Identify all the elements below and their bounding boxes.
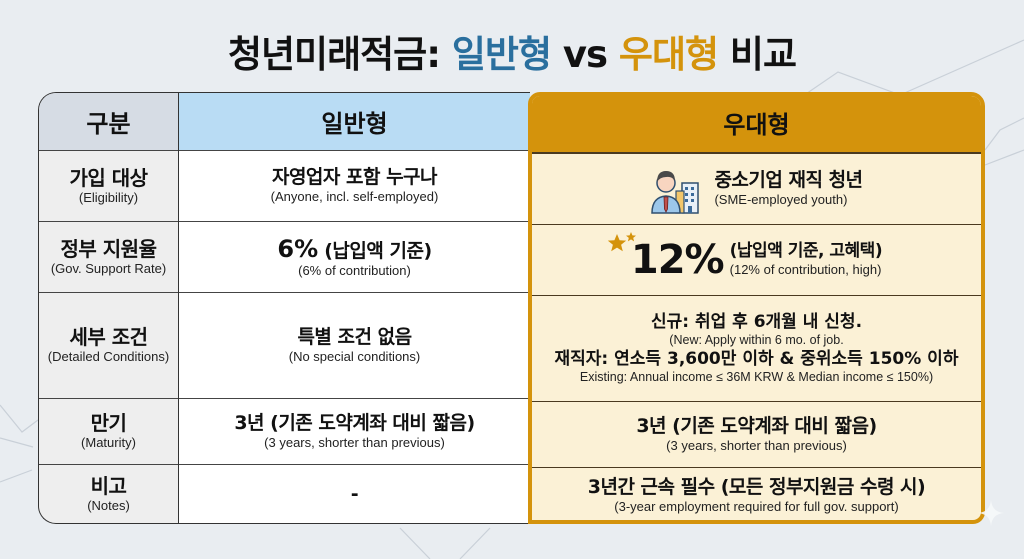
general-support-rate: 6% (납입액 기준) (6% of contribution) bbox=[179, 222, 530, 293]
general-value: 자영업자 포함 누구나 bbox=[271, 166, 438, 189]
category-notes: 비고 (Notes) bbox=[39, 465, 178, 523]
category-column: 구분 가입 대상 (Eligibility) 정부 지원율 (Gov. Supp… bbox=[38, 92, 178, 524]
preferred-notes: 3년간 근속 필수 (모든 정부지원금 수령 시) (3-year employ… bbox=[532, 468, 981, 520]
preferred-maturity: 3년 (기존 도약계좌 대비 짧음) (3 years, shorter tha… bbox=[532, 402, 981, 468]
general-notes: - bbox=[179, 465, 530, 523]
general-value-en: (No special conditions) bbox=[288, 348, 421, 364]
category-sublabel: (Notes) bbox=[87, 497, 130, 513]
preferred-column: 우대형 bbox=[528, 92, 985, 524]
preferred-new-condition: 신규: 취업 후 6개월 내 신청. bbox=[650, 311, 863, 332]
category-label: 가입 대상 bbox=[69, 165, 148, 190]
category-label: 비고 bbox=[90, 473, 127, 498]
sparkle-icon bbox=[978, 500, 1004, 526]
preferred-value-en: (3-year employment required for full gov… bbox=[614, 499, 899, 515]
general-value-en: (Anyone, incl. self-employed) bbox=[270, 189, 439, 205]
preferred-conditions: 신규: 취업 후 6개월 내 신청. (New: Apply within 6 … bbox=[532, 296, 981, 402]
general-rate-pct: 6% bbox=[277, 234, 319, 263]
preferred-existing-condition: 재직자: 연소득 3,600만 이하 & 중위소득 150% 이하 bbox=[554, 348, 959, 369]
category-support-rate: 정부 지원율 (Gov. Support Rate) bbox=[39, 222, 178, 293]
general-value: - bbox=[350, 482, 359, 505]
category-eligibility: 가입 대상 (Eligibility) bbox=[39, 151, 178, 222]
preferred-value-en: (SME-employed youth) bbox=[714, 192, 848, 208]
employee-building-icon bbox=[651, 171, 700, 214]
stars-icon bbox=[607, 232, 636, 252]
header-category: 구분 bbox=[39, 93, 178, 151]
preferred-value-en: (12% of contribution, high) bbox=[729, 261, 882, 277]
header-general: 일반형 bbox=[179, 93, 530, 151]
preferred-rate-basis: (납입액 기준, 고혜택) bbox=[729, 241, 883, 262]
general-conditions: 특별 조건 없음 (No special conditions) bbox=[179, 293, 530, 399]
general-value-en: (3 years, shorter than previous) bbox=[264, 434, 445, 450]
page-title: 청년미래적금: 일반형 vs 우대형 비교 bbox=[0, 24, 1024, 78]
comparison-table: 구분 가입 대상 (Eligibility) 정부 지원율 (Gov. Supp… bbox=[38, 92, 985, 524]
general-value-en: (6% of contribution) bbox=[298, 262, 411, 278]
header-general-label: 일반형 bbox=[321, 110, 388, 138]
preferred-value: 3년간 근속 필수 (모든 정부지원금 수령 시) bbox=[587, 476, 926, 499]
general-maturity: 3년 (기존 도약계좌 대비 짧음) (3 years, shorter tha… bbox=[179, 399, 530, 465]
header-preferred-label: 우대형 bbox=[723, 110, 790, 139]
title-preferred: 우대형 bbox=[618, 33, 719, 76]
category-sublabel: (Gov. Support Rate) bbox=[50, 260, 167, 276]
category-sublabel: (Eligibility) bbox=[78, 189, 139, 205]
category-conditions: 세부 조건 (Detailed Conditions) bbox=[39, 293, 178, 399]
header-category-label: 구분 bbox=[86, 110, 131, 138]
title-prefix: 청년미래적금: bbox=[227, 33, 452, 76]
category-maturity: 만기 (Maturity) bbox=[39, 399, 178, 465]
general-rate-basis: (납입액 기준) bbox=[318, 239, 432, 262]
title-general: 일반형 bbox=[451, 33, 552, 76]
header-preferred: 우대형 bbox=[532, 96, 981, 154]
category-label: 만기 bbox=[90, 411, 127, 436]
preferred-value: 3년 (기존 도약계좌 대비 짧음) bbox=[636, 414, 877, 437]
general-value: 3년 (기존 도약계좌 대비 짧음) bbox=[234, 411, 475, 434]
preferred-existing-condition-en: Existing: Annual income ≤ 36M KRW & Medi… bbox=[579, 369, 934, 384]
general-value: 특별 조건 없음 bbox=[297, 325, 412, 348]
title-suffix: 비교 bbox=[718, 33, 797, 76]
category-label: 정부 지원율 bbox=[60, 236, 157, 261]
preferred-eligibility: 중소기업 재직 청년 (SME-employed youth) bbox=[532, 154, 981, 225]
category-label: 세부 조건 bbox=[69, 325, 148, 350]
category-sublabel: (Detailed Conditions) bbox=[47, 349, 170, 365]
category-sublabel: (Maturity) bbox=[81, 435, 136, 451]
preferred-rate-pct: 12% bbox=[630, 237, 725, 283]
general-column: 일반형 자영업자 포함 누구나 (Anyone, incl. self-empl… bbox=[178, 92, 530, 524]
title-vs: vs bbox=[551, 33, 619, 76]
general-eligibility: 자영업자 포함 누구나 (Anyone, incl. self-employed… bbox=[179, 151, 530, 222]
preferred-support-rate: 12% (납입액 기준, 고혜택) (12% of contribution, … bbox=[532, 225, 981, 296]
preferred-new-condition-en: (New: Apply within 6 mo. of job. bbox=[669, 332, 844, 347]
preferred-value-en: (3 years, shorter than previous) bbox=[666, 437, 847, 453]
preferred-value: 중소기업 재직 청년 bbox=[714, 169, 863, 192]
